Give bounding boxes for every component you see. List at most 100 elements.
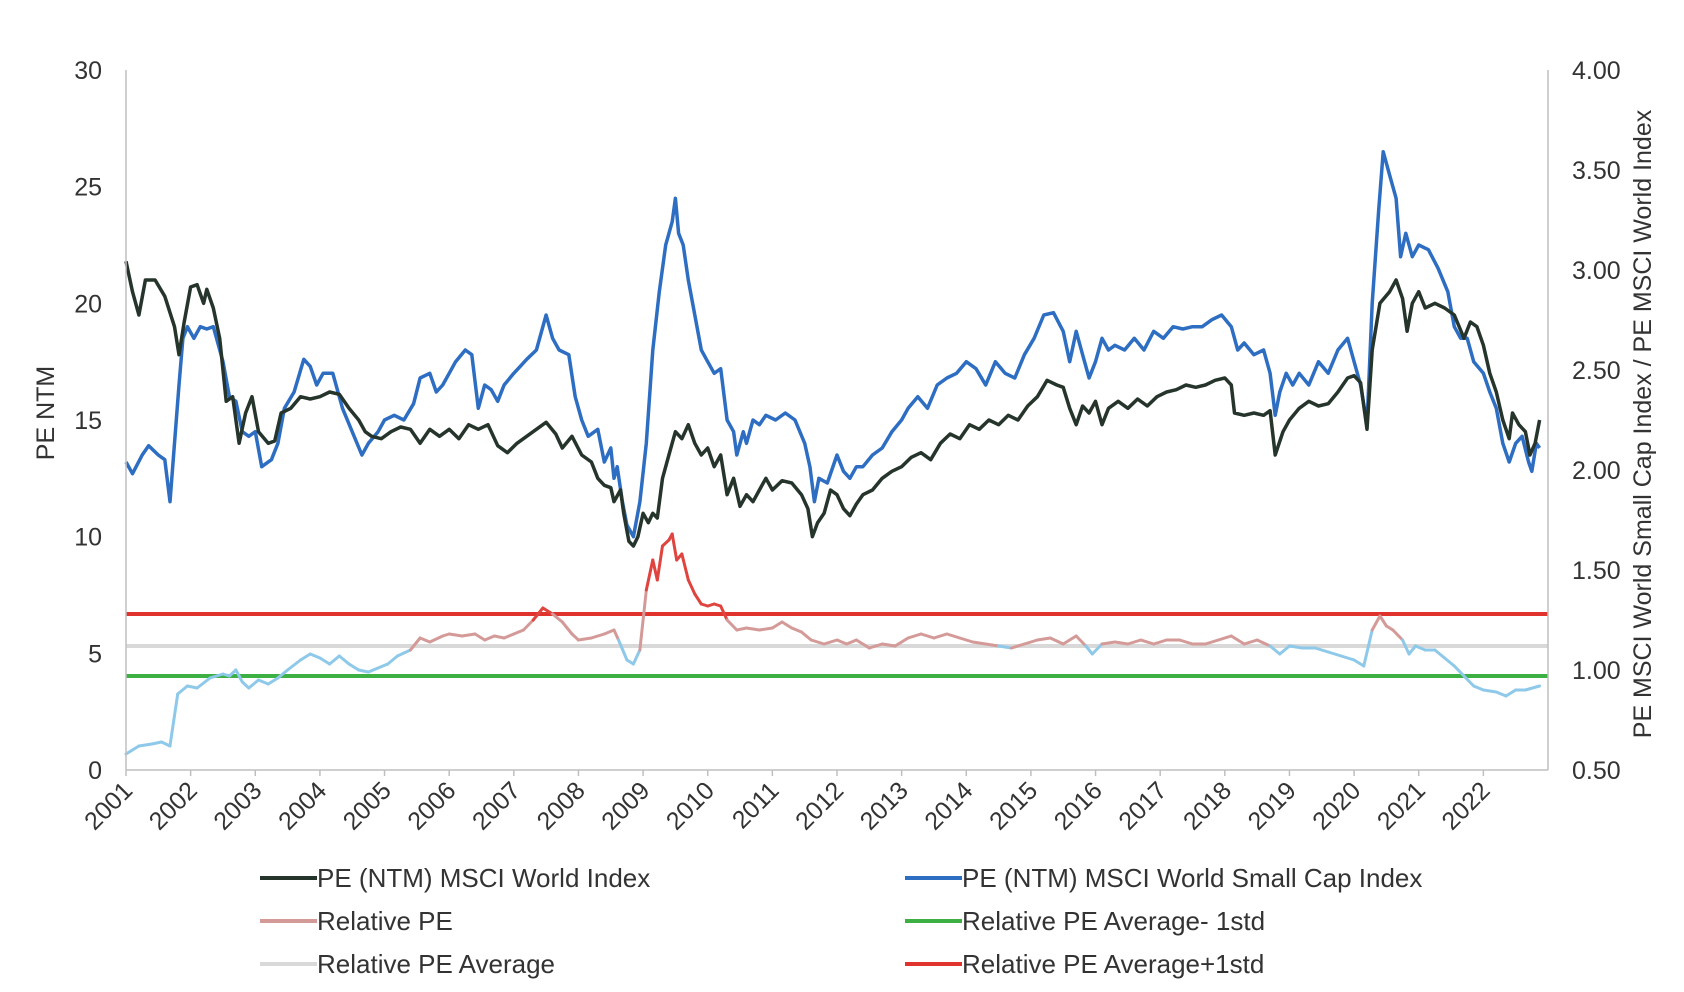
x-tick-label: 2022 — [1436, 776, 1495, 835]
relative-pe-segment — [880, 642, 897, 648]
relative-pe-segment — [1203, 638, 1220, 646]
relative-pe-segment — [176, 684, 189, 696]
relative-pe-segment — [638, 588, 648, 652]
relative-pe-segment — [560, 620, 574, 636]
x-axis-ticks: 2001 2002 2003 2004 2005 2006 2007 2008 2009 2010… — [79, 770, 1496, 836]
relative-pe-segment — [1022, 638, 1039, 646]
left-tick-label: 5 — [88, 640, 102, 668]
relative-pe-segment — [1010, 642, 1026, 650]
relative-pe-segment — [1242, 638, 1259, 646]
x-tick-label: 2002 — [144, 776, 203, 835]
x-tick-label: 2006 — [402, 776, 461, 835]
relative-pe-segment — [1268, 644, 1282, 656]
x-tick-label: 2009 — [596, 776, 655, 835]
relative-pe-segment — [655, 544, 664, 582]
x-tick-label: 2020 — [1307, 776, 1366, 835]
right-tick-label: 1.00 — [1572, 657, 1621, 685]
relative-pe-segment — [531, 606, 545, 622]
relative-pe-segment — [602, 628, 616, 636]
relative-pe-segment — [408, 636, 422, 652]
left-tick-label: 30 — [74, 57, 102, 85]
relative-pe-segment — [1126, 638, 1143, 646]
relative-pe-segment — [357, 668, 370, 674]
x-tick-label: 2017 — [1113, 776, 1172, 835]
relative-pe-segment — [328, 654, 341, 666]
relative-pe-segment — [770, 620, 784, 630]
relative-pe-segment — [1481, 688, 1498, 694]
relative-pe-segment — [719, 604, 729, 622]
relative-pe-segment — [1100, 640, 1117, 646]
relative-pe-segment — [168, 692, 180, 748]
right-tick-label: 1.50 — [1572, 557, 1621, 585]
relative-pe-segment — [286, 658, 303, 672]
legend-label: Relative PE Average- 1std — [962, 905, 1266, 936]
x-tick-label: 2010 — [661, 776, 720, 835]
x-tick-label: 2012 — [790, 776, 849, 835]
x-tick-label: 2005 — [338, 776, 397, 835]
relative-pe-segment — [1462, 674, 1476, 688]
relative-pe-segment — [460, 632, 477, 638]
relative-pe-segment — [589, 632, 606, 640]
relative-pe-segment — [308, 652, 322, 660]
relative-pe-segment — [376, 662, 390, 670]
x-tick-label: 2016 — [1049, 776, 1108, 835]
relative-pe-segment — [576, 636, 593, 642]
relative-pe-segment — [1048, 636, 1065, 646]
relative-pe-segment — [822, 638, 839, 646]
relative-pe-segment — [428, 634, 445, 644]
legend-swatch — [905, 876, 962, 880]
x-tick-label: 2021 — [1372, 776, 1431, 835]
relative-pe-segment — [612, 628, 621, 642]
x-tick-label: 2007 — [467, 776, 526, 835]
relative-pe-segment — [1035, 636, 1052, 642]
relative-pe-segment — [1313, 646, 1330, 654]
relative-pe-segment — [1084, 644, 1094, 656]
legend-item-small-cap-index: PE (NTM) MSCI World Small Cap Index — [905, 858, 1422, 898]
relative-pe-segment — [276, 668, 290, 680]
right-tick-label: 0.50 — [1572, 757, 1621, 785]
relative-pe-segment — [318, 656, 332, 666]
left-tick-label: 10 — [74, 524, 102, 552]
relative-pe-segment — [799, 630, 813, 642]
legend-label: PE (NTM) MSCI World Index — [317, 862, 651, 893]
relative-pe-segment — [1178, 638, 1194, 646]
relative-pe-segment — [137, 742, 154, 748]
x-tick-label: 2004 — [273, 776, 332, 835]
relative-pe-segment — [234, 668, 244, 684]
relative-pe-segment — [745, 626, 761, 632]
relative-pe-segment — [418, 636, 432, 644]
relative-pe-segment — [1391, 628, 1405, 642]
relative-pe-segment — [1287, 644, 1304, 650]
relative-pe-segment — [644, 558, 655, 592]
legend-label: Relative PE Average — [317, 948, 555, 979]
relative-pe-segment — [473, 632, 487, 642]
relative-pe-segment — [670, 532, 679, 562]
relative-pe-segment — [1370, 614, 1382, 632]
chart-legend: PE (NTM) MSCI World Index PE (NTM) MSCI … — [260, 858, 1560, 988]
relative-pe-segment — [150, 740, 164, 746]
relative-pe-segment — [757, 626, 774, 632]
relative-pe-segment — [1255, 638, 1272, 648]
right-axis-title: PE MSCI World Small Cap Index / PE MSCI … — [1629, 109, 1657, 738]
relative-pe-segment — [522, 618, 535, 632]
legend-label: Relative PE Average+1std — [962, 948, 1265, 979]
relative-pe-segment — [208, 672, 225, 680]
relative-pe-segment — [984, 642, 1001, 648]
relative-pe-segment — [1443, 656, 1456, 668]
left-tick-label: 20 — [74, 290, 102, 318]
relative-pe-segment — [337, 654, 351, 666]
x-tick-label: 2015 — [984, 776, 1043, 835]
relative-pe-segment — [447, 632, 464, 638]
relative-pe-segment — [1113, 640, 1130, 646]
relative-pe-segment — [854, 638, 871, 650]
relative-pe-segment — [693, 592, 703, 606]
relative-pe-segment — [617, 638, 629, 662]
relative-pe-segment — [725, 618, 739, 632]
relative-pe-segment — [809, 638, 826, 646]
legend-swatch — [260, 876, 317, 880]
relative-pe-segment — [347, 662, 361, 672]
relative-pe-segment — [906, 632, 923, 640]
legend-item-relative-pe-avg-minus-1std: Relative PE Average- 1std — [905, 901, 1265, 941]
relative-pe-segment — [686, 578, 697, 596]
